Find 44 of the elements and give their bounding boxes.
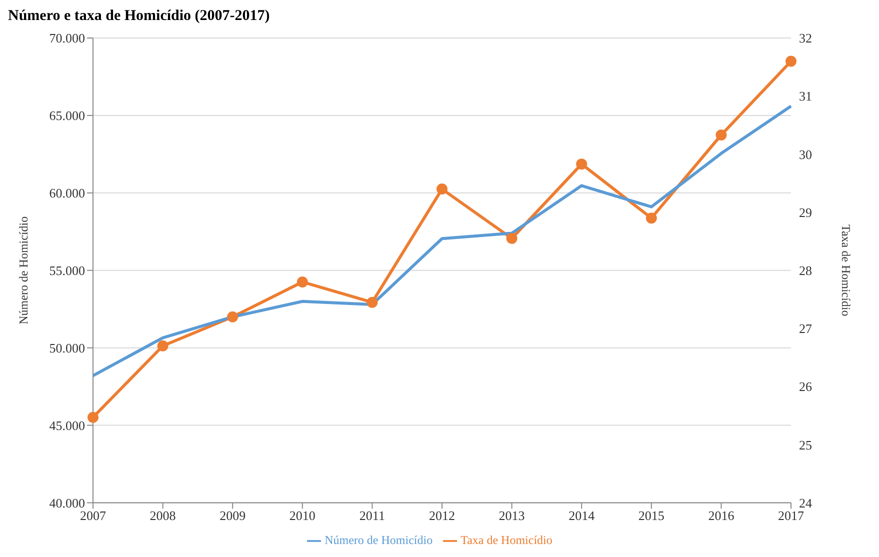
x-tick-label: 2007 (80, 508, 106, 523)
y-tick-label: 50.000 (49, 340, 85, 356)
y2-axis-title: Taxa de Homicídio (838, 224, 853, 316)
legend-label: Número de Homicídio (324, 532, 433, 547)
y2-tick-label: 27 (799, 321, 812, 336)
point (786, 56, 796, 67)
x-tick-label: 2012 (429, 508, 455, 523)
y2-tick-label: 32 (799, 30, 812, 46)
y2-tick-label: 25 (799, 437, 812, 452)
x-tick-label: 2011 (359, 508, 385, 523)
y2-tick-label: 26 (799, 379, 812, 394)
line-series (92, 104, 792, 378)
y2-tick-label: 31 (799, 88, 812, 104)
point (157, 340, 168, 352)
x-tick-label: 2016 (708, 508, 735, 523)
point (227, 311, 238, 322)
x-tick-label: 2014 (568, 508, 596, 523)
point (576, 158, 588, 170)
x-tick-label: 2017 (778, 508, 804, 523)
x-tick-label: 2015 (638, 508, 664, 523)
x-tick-label: 2008 (150, 508, 176, 523)
y2-tick-label: 28 (799, 262, 812, 278)
y-tick-label: 45.000 (49, 418, 85, 433)
y-tick-label: 55.000 (49, 262, 85, 278)
y-tick-label: 60.000 (49, 186, 85, 201)
legend-label: Taxa de Homicídio (460, 532, 552, 547)
chart-title: Número e taxa de Homicídio (2007-2017) (8, 8, 271, 26)
y2-tick-label: 24 (799, 495, 812, 510)
x-tick-label: 2009 (220, 508, 246, 523)
y-tick-label: 65.000 (49, 108, 85, 124)
y2-tick-label: 29 (799, 204, 812, 220)
point (716, 130, 727, 141)
point (506, 232, 518, 244)
x-tick-label: 2013 (498, 508, 525, 523)
point (88, 412, 98, 423)
x-tick-label: 2010 (289, 508, 316, 523)
point (296, 276, 308, 288)
y-tick-label: 70.000 (49, 30, 85, 46)
y-axis-title: Número de Homicídio (16, 216, 30, 324)
point (366, 296, 378, 308)
point (436, 184, 448, 195)
y2-tick-label: 30 (799, 146, 812, 162)
y-tick-label: 40.000 (49, 495, 85, 510)
point (646, 212, 657, 224)
